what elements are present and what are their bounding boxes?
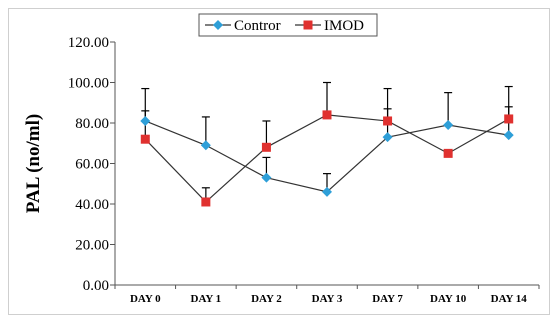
data-point-contror: [382, 132, 393, 143]
x-tick-label: DAY 2: [251, 293, 282, 305]
data-point-contror: [261, 172, 272, 183]
x-tick-label: DAY 10: [430, 293, 467, 305]
pal-line-chart: Contror IMOD 0.00 20.00 40.00 60.00 80.00 100…: [23, 13, 540, 305]
data-point-contror: [322, 186, 332, 197]
axes: 0.00 20.00 40.00 60.00 80.00 100.00 120.00 DAY …: [68, 35, 540, 305]
data-point-imod: [504, 114, 514, 124]
legend-marker-imod: [303, 20, 313, 30]
y-axis-title: PAL (no/ml): [23, 114, 44, 213]
y-tick-label: 20.00: [75, 238, 109, 254]
x-tick-label: DAY 7: [372, 293, 403, 305]
x-tick-label: DAY 1: [191, 293, 222, 305]
data-point-imod: [140, 134, 150, 144]
legend-marker-contror: [213, 20, 223, 30]
x-tick-label: DAY 0: [130, 293, 161, 305]
y-tick-label: 120.00: [68, 35, 109, 51]
data-point-contror: [443, 120, 454, 131]
data-point-contror: [200, 140, 211, 151]
legend-label-imod: IMOD: [324, 18, 364, 34]
data-point-contror: [140, 115, 151, 126]
series-markers: [140, 110, 514, 207]
data-point-imod: [201, 197, 211, 207]
y-tick-label: 100.00: [68, 76, 109, 92]
legend: Contror IMOD: [198, 13, 378, 37]
y-tick-label: 40.00: [75, 197, 109, 213]
data-point-imod: [261, 142, 271, 152]
legend-box: [198, 13, 378, 37]
x-tick-label: DAY 3: [312, 293, 343, 305]
legend-label-contror: Contror: [234, 18, 281, 34]
data-point-imod: [443, 148, 453, 158]
y-tick-label: 80.00: [75, 116, 109, 132]
data-point-imod: [322, 110, 332, 120]
data-point-imod: [383, 116, 393, 126]
y-tick-label: 0.00: [83, 278, 109, 294]
data-point-contror: [503, 130, 514, 141]
x-tick-label: DAY 14: [491, 293, 528, 305]
y-tick-label: 60.00: [75, 157, 109, 173]
error-bars: [141, 81, 513, 202]
chart-frame: Contror IMOD 0.00 20.00 40.00 60.00 80.00 100…: [8, 8, 550, 315]
